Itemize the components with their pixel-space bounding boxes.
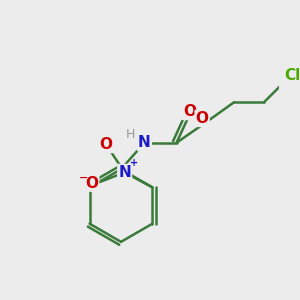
Text: O: O	[99, 137, 112, 152]
Text: O: O	[196, 111, 209, 126]
Text: O: O	[183, 104, 196, 119]
Text: N: N	[118, 165, 131, 180]
Text: H: H	[126, 128, 136, 141]
Text: −: −	[79, 173, 88, 183]
Text: +: +	[130, 158, 138, 168]
Text: O: O	[85, 176, 98, 190]
Text: Cl: Cl	[285, 68, 300, 83]
Text: N: N	[138, 135, 151, 150]
